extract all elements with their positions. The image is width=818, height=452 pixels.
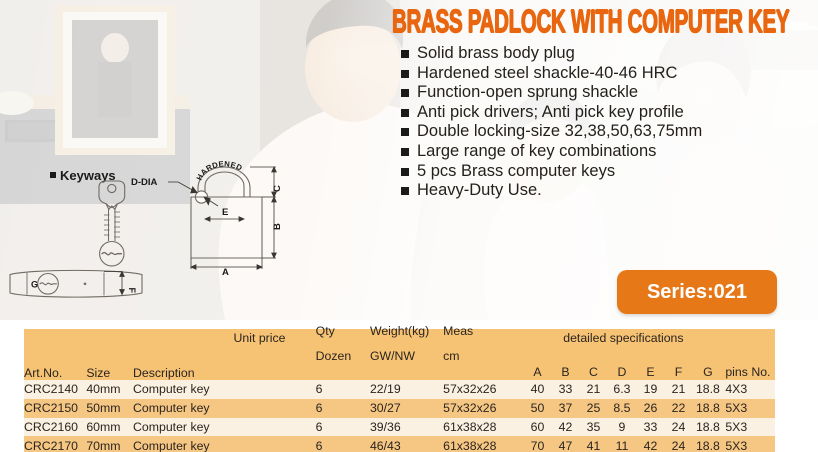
svg-text:HARDENED: HARDENED: [195, 159, 244, 181]
svg-text:F: F: [127, 288, 137, 294]
svg-text:E: E: [222, 207, 228, 218]
svg-text:D-DIA: D-DIA: [131, 177, 158, 188]
svg-text:G: G: [31, 280, 38, 290]
svg-text:A: A: [222, 267, 229, 278]
svg-text:B: B: [272, 223, 283, 230]
svg-text:C: C: [272, 185, 283, 192]
